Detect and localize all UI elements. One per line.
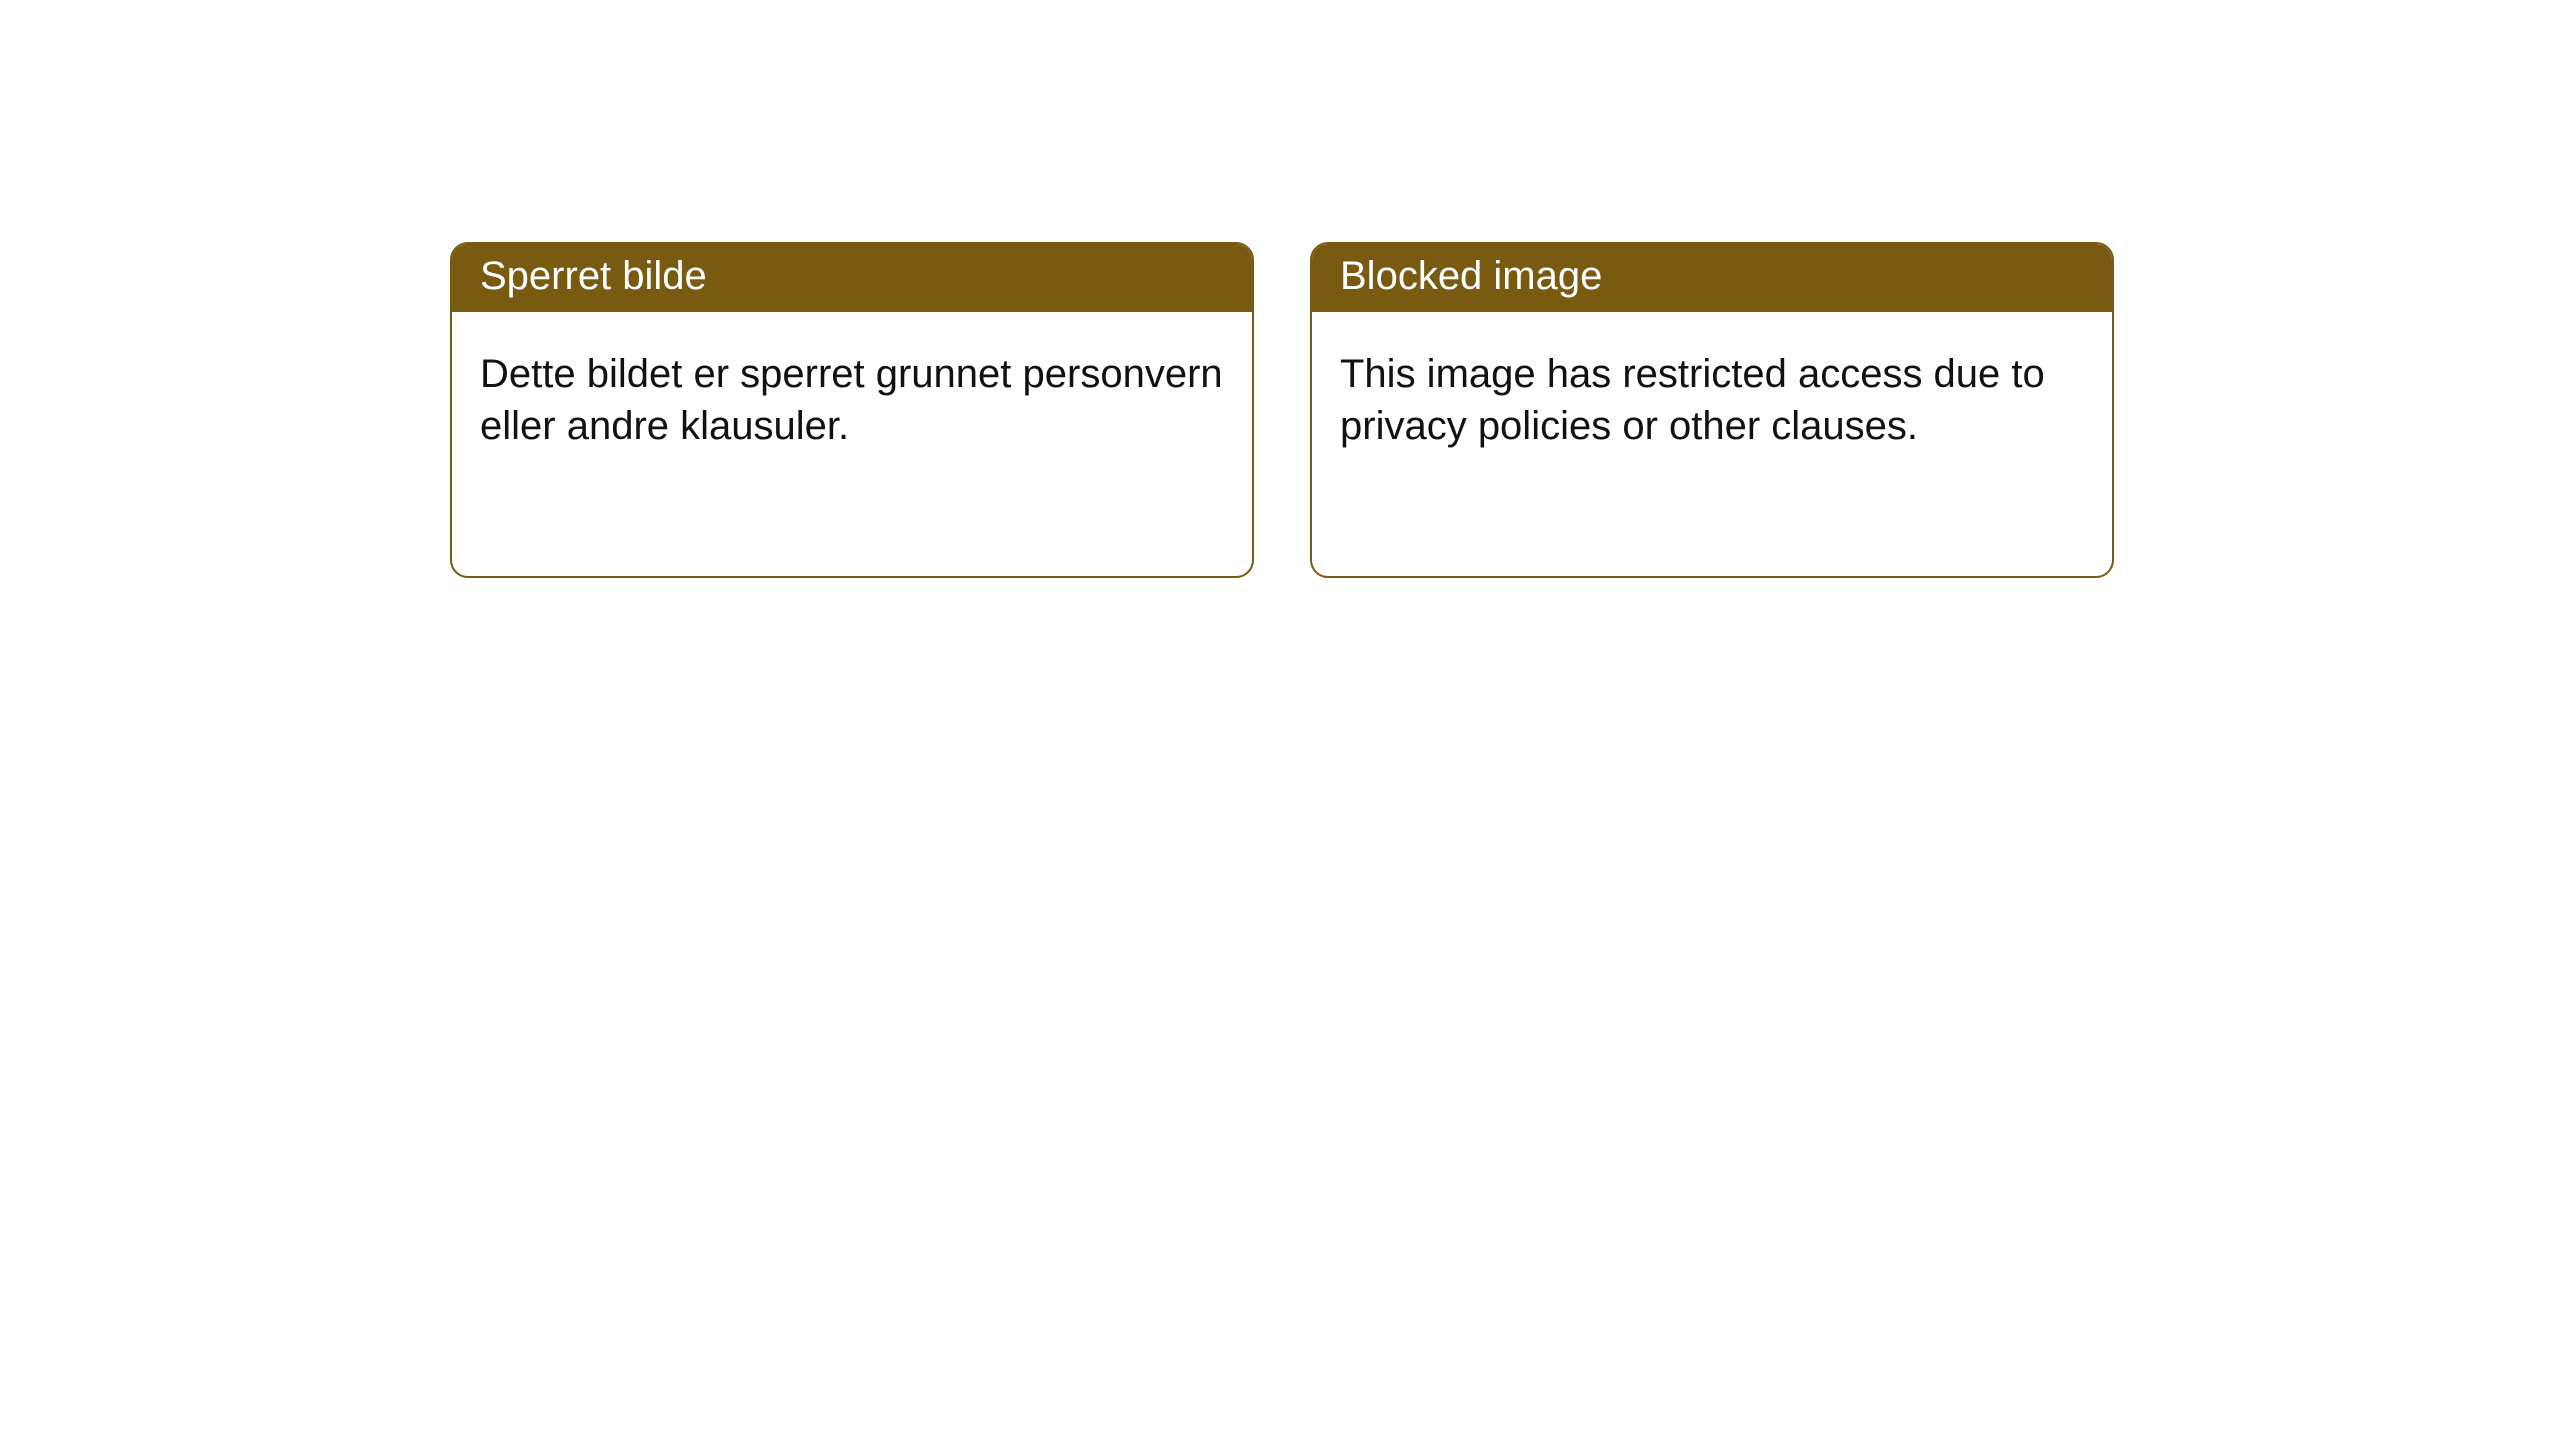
- panel-norwegian-title: Sperret bilde: [452, 244, 1252, 312]
- panel-norwegian-body: Dette bildet er sperret grunnet personve…: [452, 312, 1252, 488]
- panel-english: Blocked image This image has restricted …: [1310, 242, 2114, 578]
- panel-container: Sperret bilde Dette bildet er sperret gr…: [0, 0, 2560, 578]
- panel-english-body: This image has restricted access due to …: [1312, 312, 2112, 488]
- panel-english-title: Blocked image: [1312, 244, 2112, 312]
- panel-norwegian: Sperret bilde Dette bildet er sperret gr…: [450, 242, 1254, 578]
